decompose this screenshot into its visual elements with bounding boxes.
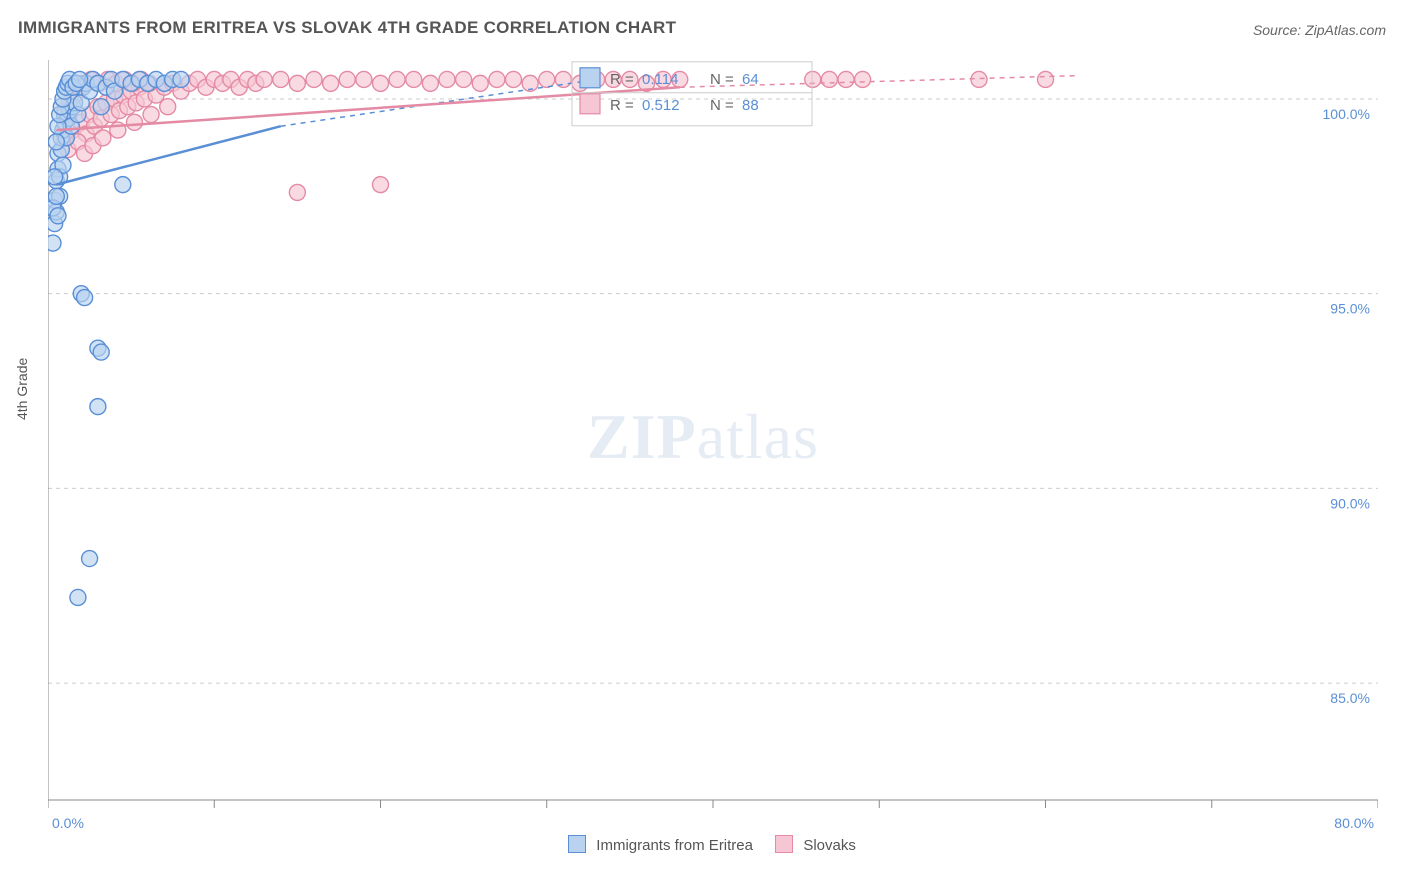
correlation-scatter-chart: 85.0% 90.0% 95.0% 100.0% 0.0% 80.0% R = 0.114 N … [48, 60, 1378, 832]
bottom-legend: Immigrants from Eritrea Slovaks [0, 835, 1406, 854]
svg-text:80.0%: 80.0% [1334, 815, 1374, 831]
y-axis-label: 4th Grade [14, 358, 30, 420]
svg-text:64: 64 [742, 71, 759, 88]
chart-title: IMMIGRANTS FROM ERITREA VS SLOVAK 4TH GR… [18, 18, 676, 38]
svg-text:0.114: 0.114 [642, 71, 678, 88]
legend-label-series2: Slovaks [803, 837, 856, 854]
svg-text:0.0%: 0.0% [52, 815, 84, 831]
svg-text:100.0%: 100.0% [1323, 106, 1370, 122]
svg-text:90.0%: 90.0% [1330, 495, 1370, 511]
svg-text:95.0%: 95.0% [1330, 301, 1370, 317]
svg-text:85.0%: 85.0% [1330, 690, 1370, 706]
source-attribution: Source: ZipAtlas.com [1253, 22, 1386, 38]
legend-swatch-series1 [568, 835, 586, 853]
svg-text:88: 88 [742, 97, 759, 114]
legend-label-series1: Immigrants from Eritrea [596, 837, 753, 854]
svg-text:R =: R = [610, 97, 634, 114]
legend-swatch-series2 [775, 835, 793, 853]
svg-text:N =: N = [710, 71, 734, 88]
svg-text:R =: R = [610, 71, 634, 88]
svg-text:0.512: 0.512 [642, 97, 680, 114]
svg-text:N =: N = [710, 97, 734, 114]
